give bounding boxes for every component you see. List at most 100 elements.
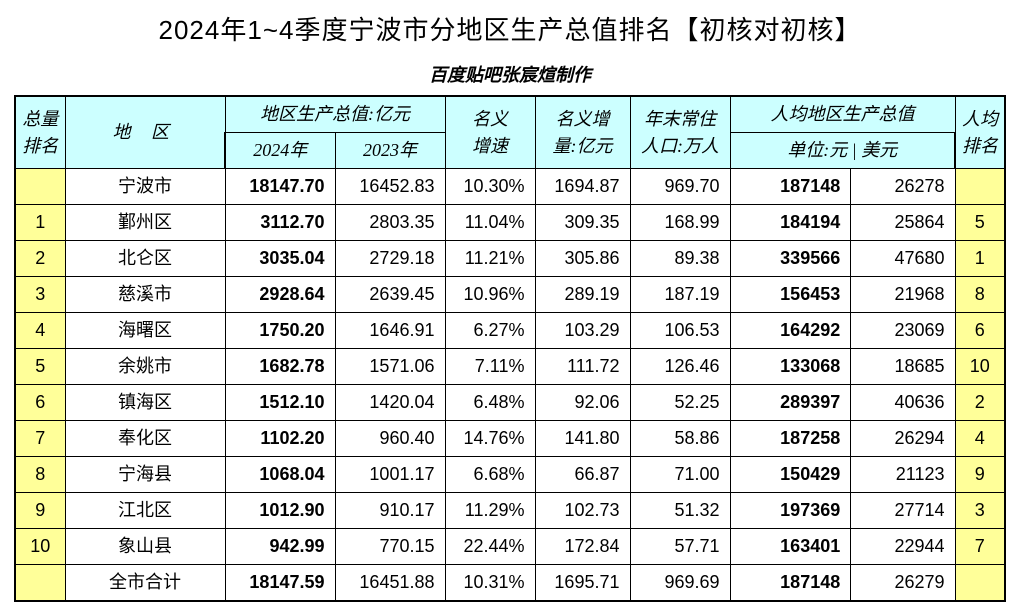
cell-growth: 22.44%	[445, 529, 535, 565]
cell-population: 89.38	[630, 241, 730, 277]
cell-percap-cny: 289397	[730, 385, 851, 421]
cell-rank: 4	[15, 313, 65, 349]
cell-population: 168.99	[630, 205, 730, 241]
cell-gdp24: 1102.20	[225, 421, 335, 457]
cell-gdp24: 942.99	[225, 529, 335, 565]
cell-gdp23: 910.17	[335, 493, 445, 529]
cell-population: 187.19	[630, 277, 730, 313]
cell-gdp24: 3112.70	[225, 205, 335, 241]
table-row: 9 江北区 1012.90 910.17 11.29% 102.73 51.32…	[15, 493, 1005, 529]
table-row: 4 海曙区 1750.20 1646.91 6.27% 103.29 106.5…	[15, 313, 1005, 349]
cell-rank: 9	[15, 493, 65, 529]
table-row: 7 奉化区 1102.20 960.40 14.76% 141.80 58.86…	[15, 421, 1005, 457]
cell-gdp24: 18147.59	[225, 565, 335, 602]
cell-population: 969.69	[630, 565, 730, 602]
cell-gdp23: 16451.88	[335, 565, 445, 602]
cell-growth: 10.30%	[445, 169, 535, 205]
cell-gdp23: 1420.04	[335, 385, 445, 421]
cell-increment: 172.84	[535, 529, 630, 565]
cell-increment: 111.72	[535, 349, 630, 385]
cell-growth: 6.48%	[445, 385, 535, 421]
cell-percap-usd: 47680	[851, 241, 955, 277]
cell-population: 106.53	[630, 313, 730, 349]
cell-increment: 309.35	[535, 205, 630, 241]
cell-gdp24: 2928.64	[225, 277, 335, 313]
cell-increment: 102.73	[535, 493, 630, 529]
page-title: 2024年1~4季度宁波市分地区生产总值排名【初核对初核】	[14, 10, 1006, 47]
table-row: 全市合计 18147.59 16451.88 10.31% 1695.71 96…	[15, 565, 1005, 602]
cell-percap-cny: 163401	[730, 529, 851, 565]
cell-gdp24: 1512.10	[225, 385, 335, 421]
hdr-gdp23: 2023年	[335, 133, 445, 169]
cell-growth: 11.29%	[445, 493, 535, 529]
cell-pcrank	[955, 565, 1005, 602]
cell-pcrank: 4	[955, 421, 1005, 457]
cell-increment: 1695.71	[535, 565, 630, 602]
cell-increment: 1694.87	[535, 169, 630, 205]
cell-percap-usd: 21968	[851, 277, 955, 313]
cell-percap-cny: 187148	[730, 169, 851, 205]
cell-increment: 141.80	[535, 421, 630, 457]
cell-gdp24: 1068.04	[225, 457, 335, 493]
cell-percap-usd: 25864	[851, 205, 955, 241]
cell-population: 52.25	[630, 385, 730, 421]
cell-gdp23: 16452.83	[335, 169, 445, 205]
cell-growth: 11.21%	[445, 241, 535, 277]
hdr-region: 地 区	[65, 96, 225, 169]
cell-percap-cny: 184194	[730, 205, 851, 241]
cell-pcrank: 3	[955, 493, 1005, 529]
cell-population: 126.46	[630, 349, 730, 385]
cell-region: 象山县	[65, 529, 225, 565]
cell-growth: 10.96%	[445, 277, 535, 313]
cell-region: 宁海县	[65, 457, 225, 493]
cell-percap-cny: 164292	[730, 313, 851, 349]
cell-pcrank	[955, 169, 1005, 205]
cell-percap-cny: 187148	[730, 565, 851, 602]
cell-percap-usd: 40636	[851, 385, 955, 421]
cell-rank: 1	[15, 205, 65, 241]
cell-region: 全市合计	[65, 565, 225, 602]
hdr-growth: 名义增速	[445, 96, 535, 169]
table-row: 6 镇海区 1512.10 1420.04 6.48% 92.06 52.25 …	[15, 385, 1005, 421]
cell-gdp24: 3035.04	[225, 241, 335, 277]
cell-population: 51.32	[630, 493, 730, 529]
hdr-increment: 名义增量:亿元	[535, 96, 630, 169]
cell-percap-cny: 133068	[730, 349, 851, 385]
cell-rank: 5	[15, 349, 65, 385]
cell-gdp23: 2729.18	[335, 241, 445, 277]
cell-percap-usd: 26279	[851, 565, 955, 602]
hdr-percap: 人均地区生产总值	[730, 96, 955, 133]
table-row: 宁波市 18147.70 16452.83 10.30% 1694.87 969…	[15, 169, 1005, 205]
page-subtitle: 百度贴吧张宸煊制作	[14, 61, 1006, 87]
cell-population: 969.70	[630, 169, 730, 205]
cell-region: 镇海区	[65, 385, 225, 421]
cell-rank: 8	[15, 457, 65, 493]
cell-population: 58.86	[630, 421, 730, 457]
cell-growth: 6.68%	[445, 457, 535, 493]
table-row: 2 北仑区 3035.04 2729.18 11.21% 305.86 89.3…	[15, 241, 1005, 277]
cell-gdp24: 18147.70	[225, 169, 335, 205]
cell-region: 鄞州区	[65, 205, 225, 241]
hdr-gdp: 地区生产总值:亿元	[225, 96, 445, 133]
cell-growth: 11.04%	[445, 205, 535, 241]
cell-rank: 2	[15, 241, 65, 277]
cell-region: 余姚市	[65, 349, 225, 385]
cell-region: 海曙区	[65, 313, 225, 349]
cell-region: 江北区	[65, 493, 225, 529]
cell-pcrank: 5	[955, 205, 1005, 241]
cell-rank: 7	[15, 421, 65, 457]
table-row: 8 宁海县 1068.04 1001.17 6.68% 66.87 71.00 …	[15, 457, 1005, 493]
cell-percap-cny: 187258	[730, 421, 851, 457]
cell-rank: 3	[15, 277, 65, 313]
cell-growth: 10.31%	[445, 565, 535, 602]
cell-percap-cny: 156453	[730, 277, 851, 313]
cell-pcrank: 1	[955, 241, 1005, 277]
table-body: 宁波市 18147.70 16452.83 10.30% 1694.87 969…	[15, 169, 1005, 602]
cell-increment: 66.87	[535, 457, 630, 493]
gdp-ranking-table: 总量排名 地 区 地区生产总值:亿元 名义增速 名义增量:亿元 年末常住人口:万…	[14, 95, 1006, 602]
cell-percap-cny: 150429	[730, 457, 851, 493]
cell-percap-cny: 197369	[730, 493, 851, 529]
hdr-percap-unit: 单位:元 | 美元	[730, 133, 955, 169]
table-row: 10 象山县 942.99 770.15 22.44% 172.84 57.71…	[15, 529, 1005, 565]
cell-increment: 92.06	[535, 385, 630, 421]
